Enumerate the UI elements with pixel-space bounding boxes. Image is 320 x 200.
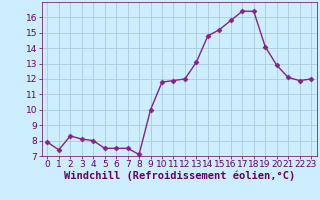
- X-axis label: Windchill (Refroidissement éolien,°C): Windchill (Refroidissement éolien,°C): [64, 171, 295, 181]
